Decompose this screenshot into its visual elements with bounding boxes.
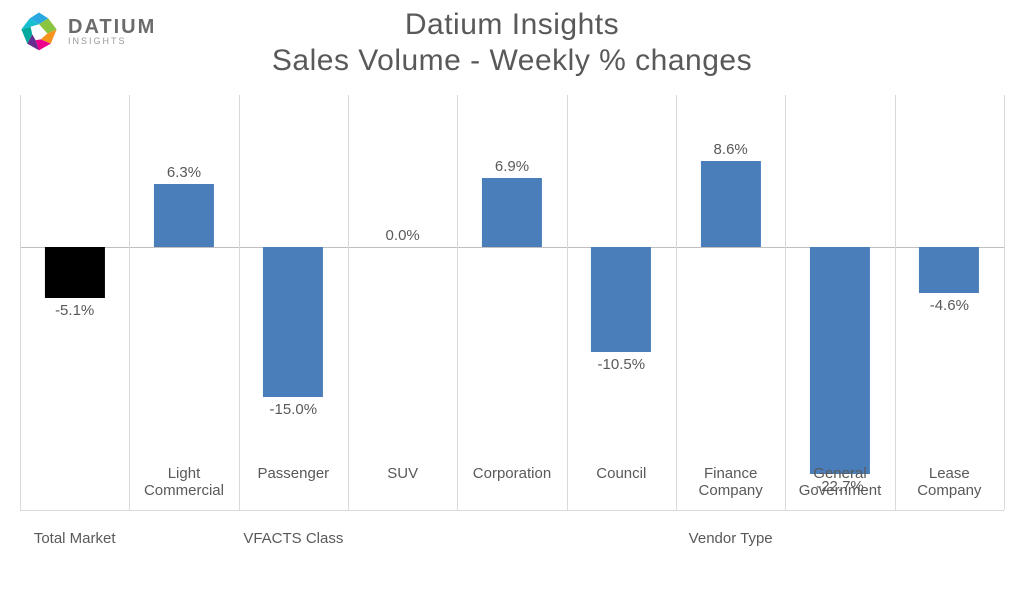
chart-title-line1: Datium Insights — [0, 8, 1024, 42]
chart-container: DATIUM INSIGHTS Datium Insights Sales Vo… — [0, 0, 1024, 615]
bar — [810, 247, 870, 474]
bar-value-label: 8.6% — [714, 141, 748, 158]
bar — [919, 247, 979, 293]
bar-value-label: -15.0% — [270, 401, 318, 418]
chart-title-line2: Sales Volume - Weekly % changes — [0, 44, 1024, 78]
bar-value-label: -10.5% — [598, 356, 646, 373]
bar-value-label: 0.0% — [386, 227, 420, 244]
category-label: General Government — [789, 465, 890, 500]
bar-value-label: 6.3% — [167, 164, 201, 181]
bar-slot: -15.0% Passenger — [239, 95, 348, 550]
bar — [45, 247, 105, 298]
category-label: SUV — [352, 465, 453, 482]
category-label: Lease Company — [899, 465, 1000, 500]
category-label: Passenger — [243, 465, 344, 482]
bar-value-label: -4.6% — [930, 297, 969, 314]
bar-slot: 6.9% Corporation — [457, 95, 566, 550]
bar-slot: -4.6% Lease Company — [895, 95, 1004, 550]
bar-slot: -5.1% — [20, 95, 129, 550]
bar-slot: -10.5% Council — [567, 95, 676, 550]
category-label: Finance Company — [680, 465, 781, 500]
bar-slot: 8.6% Finance Company — [676, 95, 785, 550]
bar-slot: -22.7%General Government — [785, 95, 894, 550]
category-label: Light Commercial — [133, 465, 234, 500]
bar — [701, 161, 761, 247]
bar-value-label: -5.1% — [55, 302, 94, 319]
gridline-vertical — [1004, 95, 1005, 510]
group-label: Total Market — [20, 530, 129, 547]
plot-area: -5.1% 6.3% Light Commercial -15.0% Passenger… — [20, 95, 1004, 550]
bar-value-label: 6.9% — [495, 158, 529, 175]
bar-slot: 0.0% SUV — [348, 95, 457, 550]
category-label: Council — [571, 465, 672, 482]
group-label: VFACTS Class — [129, 530, 457, 547]
bar — [482, 178, 542, 247]
bar — [263, 247, 323, 397]
bar-slot: 6.3% Light Commercial — [129, 95, 238, 550]
bar — [591, 247, 651, 352]
category-label: Corporation — [461, 465, 562, 482]
group-label: Vendor Type — [457, 530, 1004, 547]
bar — [154, 184, 214, 247]
